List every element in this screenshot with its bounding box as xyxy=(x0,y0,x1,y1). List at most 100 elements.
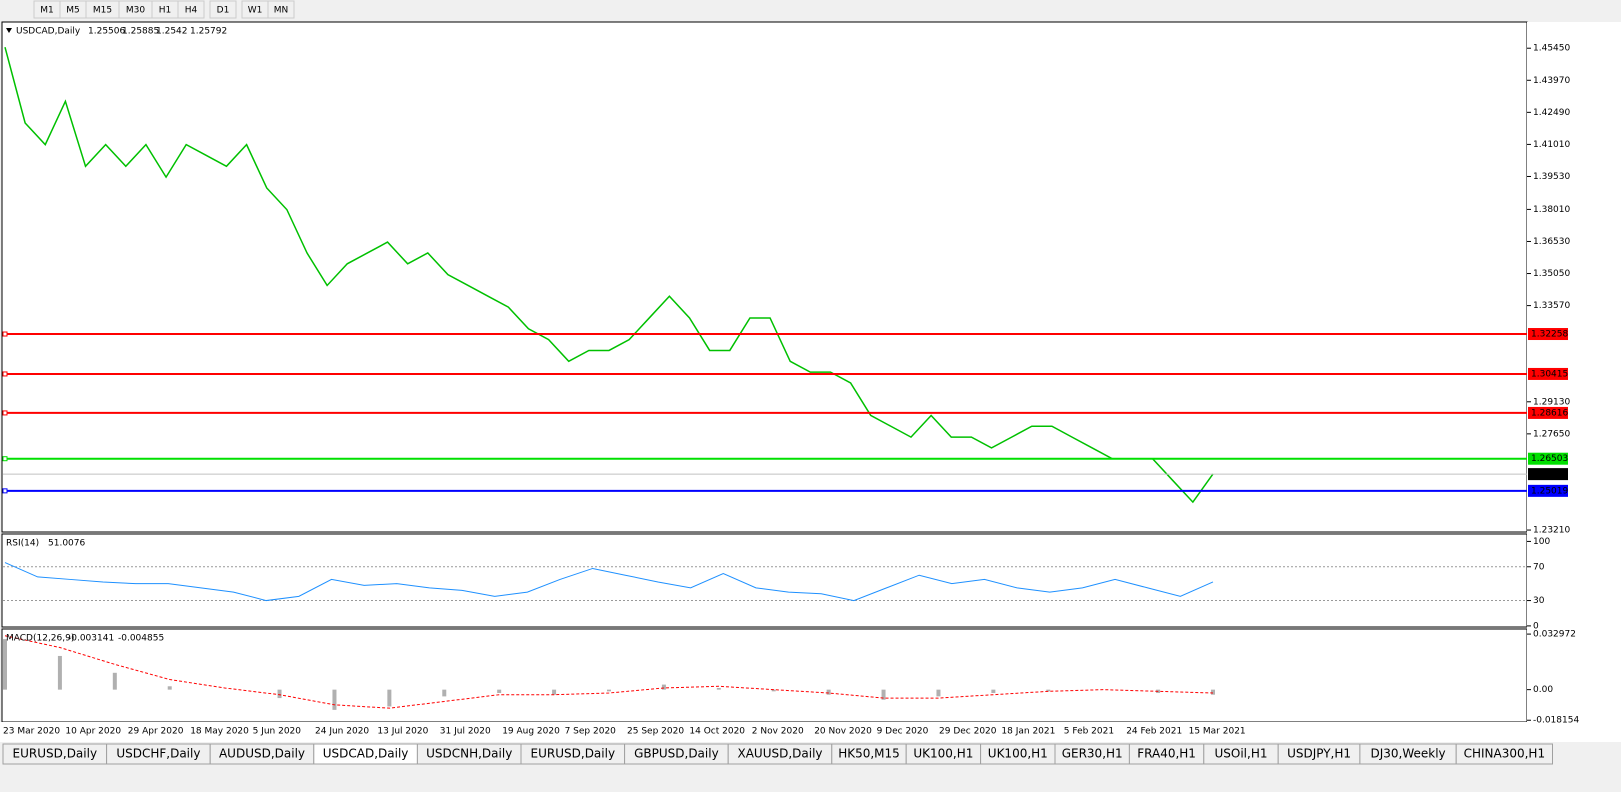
level-handle[interactable] xyxy=(2,488,8,494)
tab[interactable]: FRA40,H1 xyxy=(1128,743,1205,765)
collapse-arrow[interactable] xyxy=(6,28,12,33)
tab[interactable]: DJ30,Weekly xyxy=(1359,743,1457,765)
timeframe-label[interactable]: M5 xyxy=(66,6,80,16)
macd-bar xyxy=(57,655,62,690)
y-tick-label: 70 xyxy=(1533,562,1545,572)
tab[interactable]: USOil,H1 xyxy=(1203,743,1279,765)
macd-bar xyxy=(497,689,502,694)
tab-label[interactable]: USDCAD,Daily xyxy=(323,747,409,761)
date-label: 24 Feb 2021 xyxy=(1126,727,1182,737)
date-label: 14 Oct 2020 xyxy=(689,727,745,737)
tab[interactable]: CHINA300,H1 xyxy=(1455,743,1553,765)
date-label: 20 Nov 2020 xyxy=(814,727,872,737)
macd-bar xyxy=(3,639,7,690)
tab-box[interactable] xyxy=(1455,743,1553,765)
tab-label[interactable]: UK100,H1 xyxy=(988,747,1048,761)
level-handle[interactable] xyxy=(2,371,8,377)
tab-label[interactable]: USOil,H1 xyxy=(1215,747,1268,761)
level-tag xyxy=(1528,367,1568,380)
tab-label[interactable]: USDCHF,Daily xyxy=(116,747,200,761)
macd-signal xyxy=(4,635,1214,709)
tab[interactable]: USDJPY,H1 xyxy=(1277,743,1361,765)
timeframe-button[interactable] xyxy=(209,0,237,19)
tab-label[interactable]: UK100,H1 xyxy=(913,747,973,761)
current-tag xyxy=(1528,468,1568,481)
date-label: 31 Jul 2020 xyxy=(440,727,491,737)
level-tag xyxy=(1528,484,1568,497)
date-label: 15 Mar 2021 xyxy=(1189,727,1246,737)
tab-label[interactable]: USDJPY,H1 xyxy=(1287,747,1351,761)
tab[interactable]: EURUSD,Daily xyxy=(2,743,108,765)
symbol: USDCAD,Daily xyxy=(16,27,81,37)
tab-label[interactable]: GBPUSD,Daily xyxy=(634,747,719,761)
macd-bar xyxy=(826,689,831,695)
rsi-title: RSI(14) xyxy=(6,539,39,549)
tab[interactable]: USDCHF,Daily xyxy=(106,743,211,765)
macd-bar xyxy=(661,684,666,690)
level-handle[interactable] xyxy=(2,410,8,416)
macd-bar xyxy=(771,689,776,692)
date-label: 18 May 2020 xyxy=(190,727,249,737)
timeframe-button[interactable] xyxy=(267,0,295,19)
tab[interactable]: USDCAD,Daily xyxy=(313,743,418,765)
price-line xyxy=(4,46,1214,504)
tab-label[interactable]: GER30,H1 xyxy=(1062,747,1123,761)
tab[interactable]: HK50,M15 xyxy=(831,743,907,765)
timeframe-label[interactable]: M1 xyxy=(40,6,54,16)
y-tick-label: -0.018154 xyxy=(1533,716,1579,726)
level-label: 1.28616 xyxy=(1531,408,1568,418)
tab-label[interactable]: EURUSD,Daily xyxy=(13,747,98,761)
tab[interactable]: USDCNH,Daily xyxy=(416,743,522,765)
y-tick-label: 1.43970 xyxy=(1533,76,1570,86)
timeframe-label[interactable]: H1 xyxy=(159,6,172,16)
timeframe-label[interactable]: D1 xyxy=(217,6,230,16)
macd-bar xyxy=(991,689,996,694)
level-handle[interactable] xyxy=(2,456,8,462)
date-label: 9 Dec 2020 xyxy=(877,727,929,737)
macd-panel xyxy=(1,628,1528,723)
level-label: 1.25019 xyxy=(1531,486,1568,496)
timeframe-label[interactable]: M15 xyxy=(93,6,112,16)
tab[interactable]: EURUSD,Daily xyxy=(520,743,626,765)
date-label: 18 Jan 2021 xyxy=(1001,727,1055,737)
date-label: 25 Sep 2020 xyxy=(627,727,684,737)
toolbar xyxy=(0,0,1621,20)
y-tick-label: 0 xyxy=(1533,621,1539,631)
macd-signal-value: -0.004855 xyxy=(118,634,164,644)
macd-bar xyxy=(387,689,392,707)
date-label: 5 Jun 2020 xyxy=(253,727,302,737)
macd-main: -0.003141 xyxy=(68,634,114,644)
tab-label[interactable]: DJ30,Weekly xyxy=(1370,747,1445,761)
tab[interactable]: GBPUSD,Daily xyxy=(624,743,729,765)
macd-bar xyxy=(442,689,447,697)
date-label: 24 Jun 2020 xyxy=(315,727,369,737)
tab-label[interactable]: EURUSD,Daily xyxy=(531,747,616,761)
date-label: 13 Jul 2020 xyxy=(377,727,428,737)
tab-label[interactable]: AUDUSD,Daily xyxy=(219,747,305,761)
timeframe-label[interactable]: M30 xyxy=(126,6,145,16)
tab[interactable]: UK100,H1 xyxy=(980,743,1056,765)
date-label: 29 Apr 2020 xyxy=(128,727,184,737)
ohlc-value: 1.25885 xyxy=(122,27,159,37)
tab[interactable]: UK100,H1 xyxy=(905,743,982,765)
timeframe-button[interactable] xyxy=(177,0,205,19)
tab-label[interactable]: XAUUSD,Daily xyxy=(737,747,822,761)
tab-label[interactable]: CHINA300,H1 xyxy=(1464,747,1546,761)
tab[interactable]: AUDUSD,Daily xyxy=(209,743,315,765)
tab-label[interactable]: HK50,M15 xyxy=(838,747,900,761)
level-handle[interactable] xyxy=(2,331,8,337)
tab-label[interactable]: FRA40,H1 xyxy=(1137,747,1196,761)
timeframe-label[interactable]: W1 xyxy=(248,6,263,16)
tab[interactable]: XAUUSD,Daily xyxy=(727,743,833,765)
rsi-panel xyxy=(1,533,1528,628)
tab-label[interactable]: USDCNH,Daily xyxy=(426,747,512,761)
tab[interactable]: GER30,H1 xyxy=(1054,743,1130,765)
timeframe-label[interactable]: MN xyxy=(274,6,289,16)
main-panel xyxy=(1,21,1528,533)
macd-bar xyxy=(112,672,117,690)
timeframe-label[interactable]: H4 xyxy=(185,6,198,16)
macd-bar xyxy=(1211,689,1215,695)
ohlc-value: 1.25506 xyxy=(88,27,125,37)
